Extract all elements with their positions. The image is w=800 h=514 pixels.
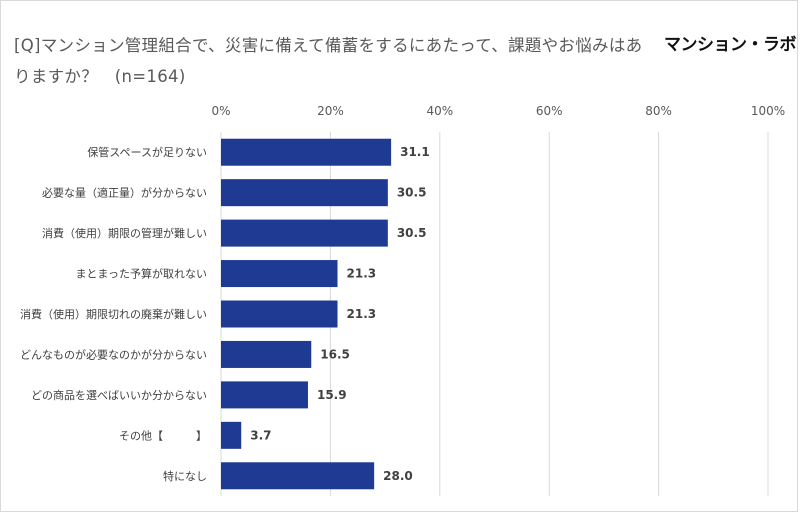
bar [221,462,375,490]
x-axis-ticks: 0% 20% 40% 60% 80% 100% [211,104,785,118]
category-label: 消費（使用）期限切れの廃棄が難しい [20,307,207,321]
mansion-lab-logo: マンション・ラボ [664,35,797,55]
x-tick-label: 0% [211,104,230,118]
x-tick-label: 60% [536,104,563,118]
category-label: 消費（使用）期限の管理が難しい [42,226,207,240]
chart-title: [Q]マンション管理組合で、災害に備えて備蓄をするにあたって、課題やお悩みはあり… [14,36,643,86]
bar [221,300,338,328]
bar [221,381,308,409]
data-label: 30.5 [397,186,427,200]
bars [221,138,392,490]
bar [221,340,312,368]
x-tick-label: 20% [317,104,344,118]
category-labels: 保管スペースが足りない必要な量（適正量）が分からない消費（使用）期限の管理が難し… [20,145,207,483]
category-label: その他【 】 [119,429,207,442]
category-label: どんなものが必要なのかが分からない [20,347,207,361]
x-tick-label: 80% [645,104,672,118]
x-tick-label: 100% [751,104,785,118]
data-label: 31.1 [400,145,430,159]
data-label: 15.9 [317,388,347,402]
data-label: 30.5 [397,226,427,240]
data-label: 21.3 [347,267,377,281]
bar [221,179,388,207]
data-label: 16.5 [320,347,350,361]
bar [221,260,338,288]
category-label: 必要な量（適正量）が分からない [42,186,207,200]
value-labels: 31.1 30.5 30.5 21.3 21.3 16.5 15.9 3.7 28.0 [250,145,429,483]
bar [221,138,392,166]
category-label: 特になし [163,469,207,483]
x-tick-label: 40% [426,104,453,118]
bar [221,219,388,247]
bar [221,421,242,449]
category-label: まとまった予算が取れない [75,267,207,281]
data-label: 3.7 [250,428,271,442]
category-label: 保管スペースが足りない [87,145,207,159]
data-label: 21.3 [347,307,377,321]
data-label: 28.0 [383,469,413,483]
category-label: どの商品を選べばいいか分からない [31,388,207,402]
